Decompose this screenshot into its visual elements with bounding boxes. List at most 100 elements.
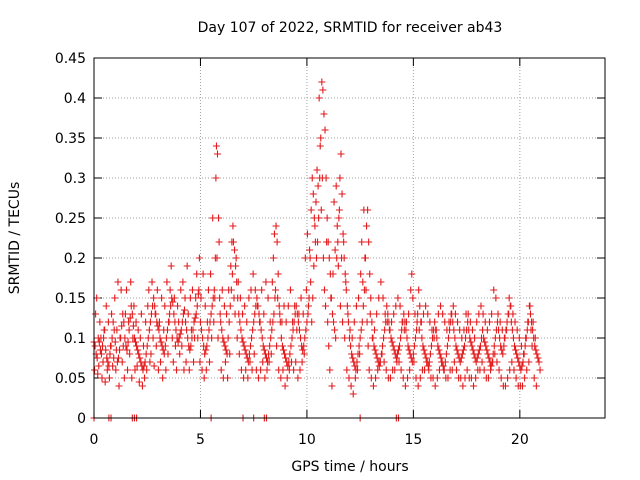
data-point (517, 366, 525, 374)
data-point (94, 370, 102, 378)
data-point (229, 222, 237, 230)
data-point (497, 374, 505, 382)
data-point (233, 334, 241, 342)
data-point (383, 302, 391, 310)
data-point (171, 342, 179, 350)
data-point (142, 318, 150, 326)
data-point (372, 374, 380, 382)
data-point (427, 342, 435, 350)
data-point (423, 358, 431, 366)
y-axis-label: SRMTID / TECUs (7, 182, 23, 295)
data-point (513, 350, 521, 358)
data-point (522, 334, 530, 342)
data-point (471, 334, 479, 342)
data-point (318, 78, 326, 86)
data-point (518, 382, 526, 390)
data-point (344, 310, 352, 318)
data-point (364, 342, 372, 350)
data-point (283, 374, 291, 382)
data-point (212, 142, 220, 150)
data-point (128, 310, 136, 318)
data-point (337, 150, 345, 158)
data-point (418, 334, 426, 342)
data-point (338, 254, 346, 262)
data-point (444, 374, 452, 382)
data-point (265, 358, 273, 366)
data-point (404, 342, 412, 350)
data-point (184, 310, 192, 318)
data-point (230, 294, 238, 302)
data-point (143, 366, 151, 374)
data-point (409, 294, 417, 302)
data-point (169, 298, 177, 306)
data-point (239, 310, 247, 318)
data-point (223, 310, 231, 318)
chart-title: Day 107 of 2022, SRMTID for receiver ab4… (198, 20, 503, 36)
data-point (475, 346, 483, 354)
data-point (218, 326, 226, 334)
data-point (156, 334, 164, 342)
data-point (183, 262, 191, 270)
data-point (298, 358, 306, 366)
data-point (128, 374, 136, 382)
data-point (253, 302, 261, 310)
data-point (187, 342, 195, 350)
data-point (163, 278, 171, 286)
data-point (452, 342, 460, 350)
data-point (449, 302, 457, 310)
data-point (176, 330, 184, 338)
data-point (175, 318, 183, 326)
data-point (228, 238, 236, 246)
data-point (108, 310, 116, 318)
x-tick-label: 10 (298, 432, 316, 448)
data-point (109, 362, 117, 370)
data-point (259, 358, 267, 366)
data-point (515, 334, 523, 342)
data-point (308, 174, 316, 182)
data-point (291, 302, 299, 310)
data-point (397, 366, 405, 374)
data-point (460, 326, 468, 334)
data-point (226, 302, 234, 310)
data-point (416, 374, 424, 382)
data-point (301, 254, 309, 262)
data-point (135, 350, 143, 358)
data-point (380, 334, 388, 342)
data-point (467, 338, 475, 346)
data-point (167, 302, 175, 310)
data-point (492, 294, 500, 302)
data-point (297, 294, 305, 302)
data-point (228, 270, 236, 278)
data-point (201, 302, 209, 310)
data-point (294, 374, 302, 382)
data-point (477, 302, 485, 310)
data-point (329, 270, 337, 278)
data-point (258, 334, 266, 342)
data-point (169, 358, 177, 366)
data-point (215, 238, 223, 246)
data-point (512, 346, 520, 354)
data-point (432, 326, 440, 334)
data-point (344, 318, 352, 326)
data-point (302, 326, 310, 334)
data-point (315, 94, 323, 102)
data-point (140, 362, 148, 370)
data-point (323, 238, 331, 246)
data-point (336, 302, 344, 310)
data-point (294, 318, 302, 326)
data-point (374, 366, 382, 374)
data-point (371, 346, 379, 354)
data-point (141, 374, 149, 382)
data-point (198, 326, 206, 334)
data-point (194, 334, 202, 342)
data-point (225, 286, 233, 294)
data-point (520, 350, 528, 358)
data-point (519, 358, 527, 366)
data-point (97, 350, 105, 358)
data-point (349, 354, 357, 362)
data-point (102, 302, 110, 310)
data-point (473, 318, 481, 326)
data-point (111, 294, 119, 302)
data-point (419, 342, 427, 350)
data-point (249, 270, 257, 278)
